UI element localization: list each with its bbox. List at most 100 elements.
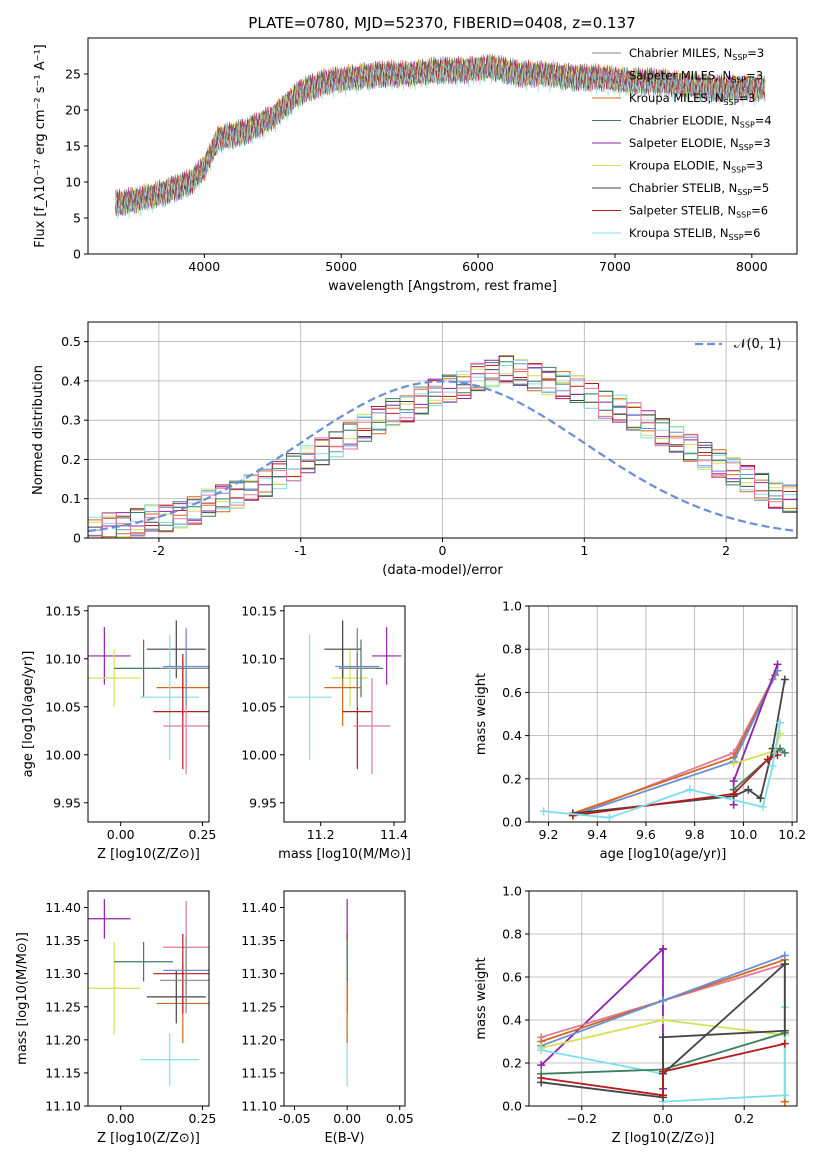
histogram-step: [88, 362, 797, 537]
y-tick-label: 10.00: [241, 747, 277, 762]
y-tick-label: 11.15: [241, 1065, 277, 1080]
y-tick-label: 11.30: [241, 966, 277, 981]
y-tick-label: 0.8: [502, 642, 522, 657]
y-tick-label: 10.10: [45, 651, 81, 666]
y-tick-label: 10: [65, 175, 81, 190]
y-tick-label: 10.00: [45, 747, 81, 762]
weight-marker: [659, 1091, 667, 1100]
legend-label: Chabrier STELIB, NSSP=5: [629, 181, 769, 197]
plot-area: [115, 53, 766, 219]
y-tick-label: 15: [65, 139, 81, 154]
gaussian-curve: [88, 380, 797, 533]
weight-line: [572, 674, 776, 815]
x-axis-label: age [log10(age/yr)]: [600, 847, 727, 862]
x-tick-label: 0: [439, 543, 447, 558]
y-axis-label: age [log10(age/yr)]: [21, 651, 36, 778]
weight-marker: [659, 1016, 667, 1024]
x-tick-label: 6000: [462, 259, 494, 274]
legend-label: Kroupa ELODIE, NSSP=3: [629, 159, 763, 175]
y-tick-label: 11.40: [45, 900, 81, 915]
x-tick-label: 0.00: [107, 1111, 135, 1126]
weight-marker: [659, 1033, 667, 1042]
axes-frame: [283, 605, 406, 823]
y-tick-label: 1.0: [502, 599, 522, 614]
weight-marker: [729, 759, 738, 768]
y-tick-label: 0.1: [61, 491, 81, 506]
weight-marker: [773, 660, 782, 669]
x-tick-label: 10.0: [729, 827, 757, 842]
weight-marker: [539, 807, 548, 816]
x-tick-label: 0.0: [653, 1111, 673, 1126]
plot-area: [539, 660, 789, 822]
legend-label: Salpeter ELODIE, NSSP=3: [629, 136, 771, 152]
y-tick-label: 10.05: [45, 699, 81, 714]
y-tick-label: 11.25: [241, 999, 277, 1014]
y-tick-label: 0.4: [61, 373, 81, 388]
weight-marker: [780, 1039, 789, 1048]
weight-line: [572, 679, 786, 815]
residuals-panel: -2 -1 0 1 2 0 0.1 0.2 0.3 0.4 0.5 (data-model)/erro…: [31, 321, 798, 578]
y-axis-label: mass [log10(M/M⊙)]: [15, 932, 30, 1065]
weight-marker: [537, 1061, 546, 1070]
y-tick-label: 0.2: [502, 1056, 522, 1071]
x-tick-label: 0.05: [386, 1111, 414, 1126]
x-tick-label: -0.05: [278, 1111, 310, 1126]
y-tick-label: 11.15: [45, 1065, 81, 1080]
spectrum-line: [115, 57, 766, 219]
weight-line: [543, 722, 781, 819]
x-tick-label: 11.4: [380, 827, 408, 842]
weight-marker: [537, 1046, 546, 1055]
x-tick-label: −0.2: [567, 1111, 597, 1126]
weight-marker: [729, 800, 738, 809]
legend-label: Kroupa MILES, NSSP=3: [629, 91, 755, 107]
weight-marker: [568, 811, 577, 820]
mass_vs_ebv-panel: -0.05 0.00 0.05 11.10 11.15 11.20 11.25 11.30 11…: [241, 890, 414, 1146]
y-axis-label: mass weight: [474, 673, 489, 755]
weight-marker: [763, 755, 772, 764]
weight-marker: [780, 1091, 789, 1100]
y-tick-label: 11.35: [45, 933, 81, 948]
legend-label: Salpeter STELIB, NSSP=6: [629, 204, 768, 220]
weight-line: [662, 963, 786, 1075]
y-tick-label: 10.15: [45, 603, 81, 618]
y-tick-label: 0: [73, 531, 81, 546]
legend: Chabrier MILES, NSSP=3 Salpeter MILES, NS…: [592, 46, 772, 242]
x-tick-label: 10.2: [778, 827, 806, 842]
y-tick-label: 11.20: [45, 1032, 81, 1047]
x-tick-label: 1: [580, 543, 588, 558]
y-tick-label: 0.8: [502, 927, 522, 942]
weight-marker: [605, 813, 614, 822]
y-tick-label: 10.15: [241, 603, 277, 618]
y-tick-label: 11.35: [241, 933, 277, 948]
y-tick-label: 0.2: [61, 452, 81, 467]
spectrum-panel: 4000 5000 6000 7000 8000 0 5 10 15 20 25 wavelength…: [33, 37, 798, 294]
x-axis-label: E(B-V): [324, 1131, 364, 1146]
y-tick-label: 0: [73, 247, 81, 262]
weight-marker: [780, 675, 789, 684]
y-tick-label: 20: [65, 103, 81, 118]
weight-line: [572, 754, 778, 817]
y-tick-label: 0.4: [502, 728, 522, 743]
y-tick-label: 10.05: [241, 699, 277, 714]
x-tick-label: 4000: [188, 259, 220, 274]
legend-label: Kroupa STELIB, NSSP=6: [629, 226, 760, 242]
x-tick-label: 2: [722, 543, 730, 558]
age_vs_Z-panel: 0.00 0.25 9.95 10.00 10.05 10.10 10.15 Z [log10…: [21, 603, 216, 862]
weight-marker: [729, 789, 738, 798]
axes-frame: [87, 37, 798, 255]
legend-label: Salpeter MILES, NSSP=3: [629, 69, 763, 85]
y-tick-label: 25: [65, 67, 81, 82]
weight-marker: [780, 960, 789, 969]
y-tick-label: 0.3: [61, 413, 81, 428]
x-tick-label: 11.2: [307, 827, 335, 842]
y-axis-label: Normed distribution: [31, 365, 46, 495]
age_vs_mass-panel: 11.2 11.4 9.95 10.00 10.05 10.10 10.15 mass [lo…: [241, 603, 411, 862]
x-tick-label: 9.4: [587, 827, 607, 842]
y-tick-label: 0.6: [502, 685, 522, 700]
x-tick-label: 5000: [325, 259, 357, 274]
legend-label: 𝒩(0, 1): [734, 337, 781, 352]
axes-frame: [528, 890, 798, 1107]
x-tick-label: 0.25: [189, 827, 217, 842]
weight-marker: [780, 748, 789, 757]
